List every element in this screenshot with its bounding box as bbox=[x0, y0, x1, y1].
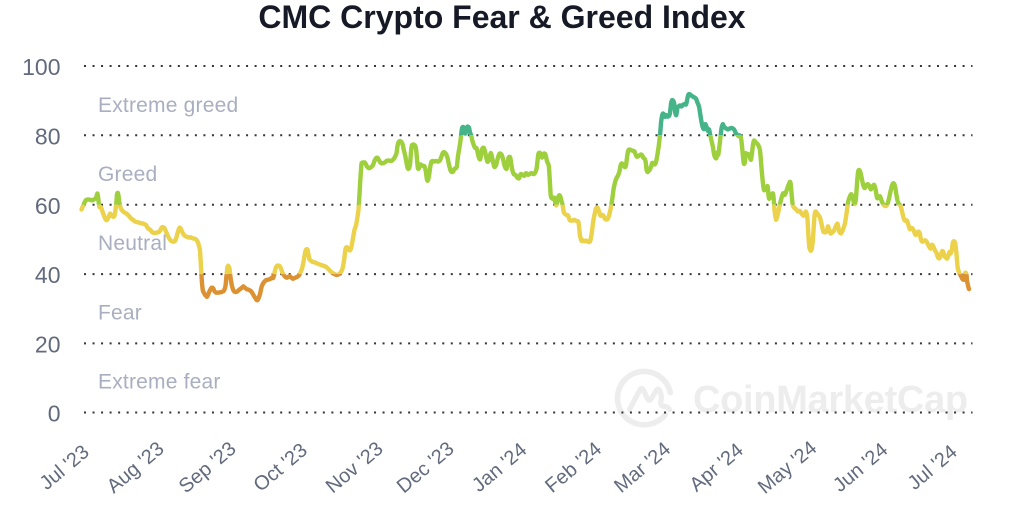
svg-text:CoinMarketCap: CoinMarketCap bbox=[693, 379, 968, 421]
svg-text:40: 40 bbox=[35, 262, 61, 288]
svg-text:CMC Crypto Fear & Greed Index: CMC Crypto Fear & Greed Index bbox=[258, 0, 745, 35]
svg-text:Greed: Greed bbox=[98, 163, 157, 186]
svg-text:0: 0 bbox=[48, 401, 61, 427]
svg-text:20: 20 bbox=[35, 331, 61, 357]
svg-text:Fear: Fear bbox=[98, 301, 142, 324]
svg-text:Neutral: Neutral bbox=[98, 232, 167, 255]
svg-text:Extreme greed: Extreme greed bbox=[98, 94, 238, 117]
svg-text:60: 60 bbox=[35, 193, 61, 219]
svg-text:100: 100 bbox=[22, 54, 60, 80]
svg-text:Extreme fear: Extreme fear bbox=[98, 370, 221, 393]
svg-text:80: 80 bbox=[35, 123, 61, 149]
